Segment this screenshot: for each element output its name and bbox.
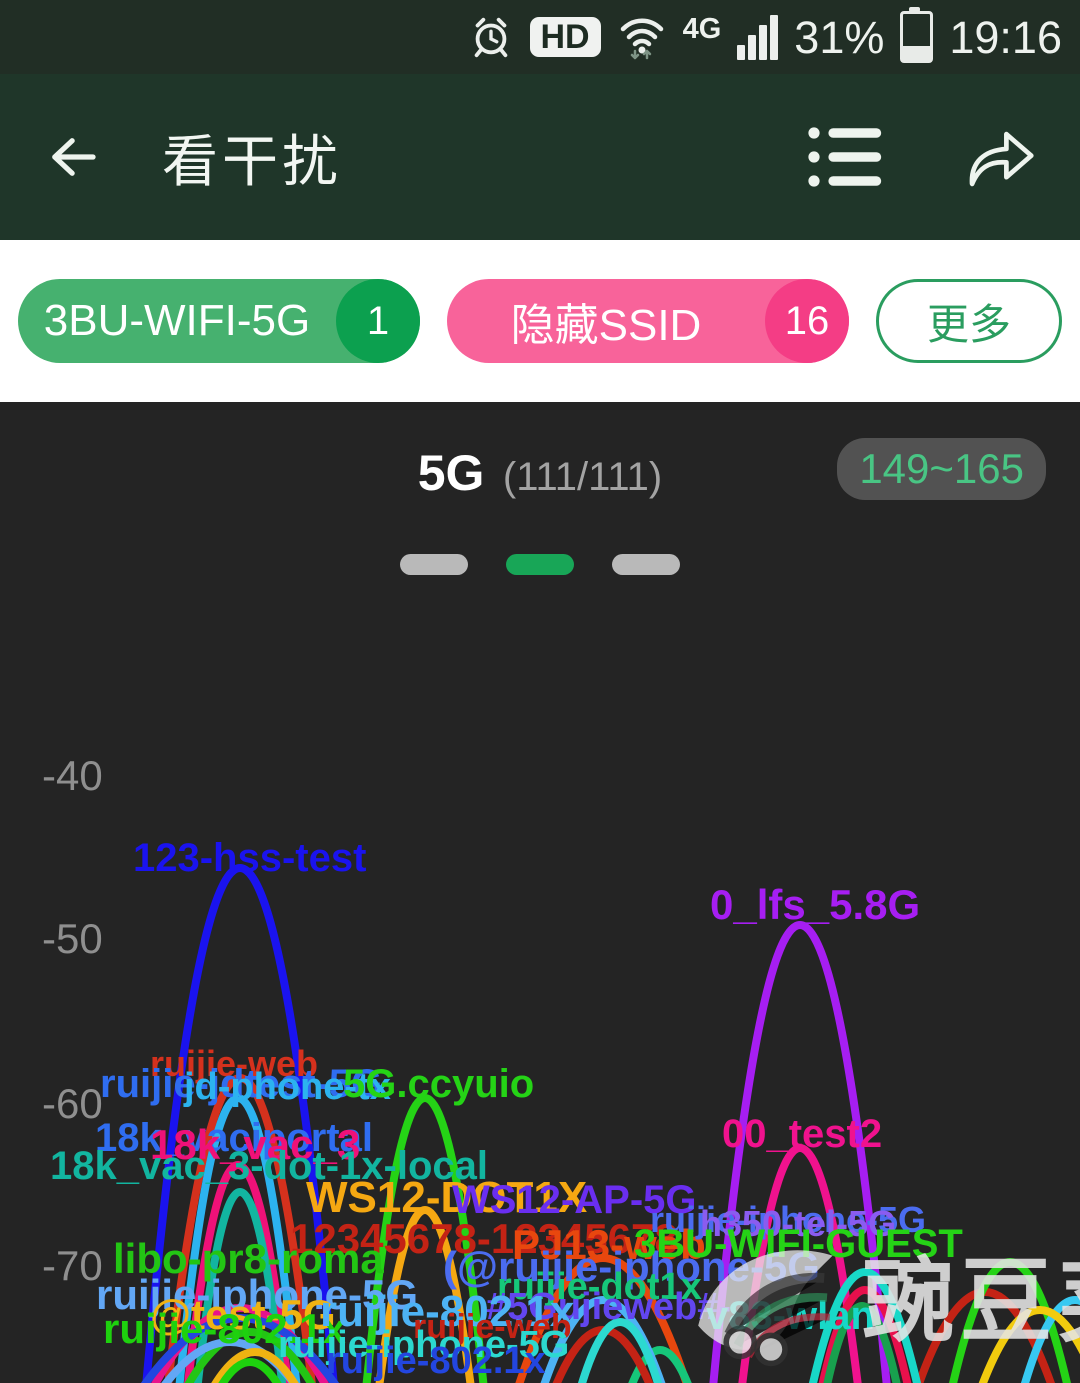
battery-icon (900, 7, 934, 63)
list-menu-button[interactable] (806, 121, 886, 193)
signal-curve (164, 1074, 316, 1383)
page-title: 看干扰 (162, 129, 342, 193)
hidden-ssid-filter-pill[interactable]: 隐藏SSID 16 (447, 279, 849, 363)
status-bar: HD 4G 31% 19:16 (0, 0, 1080, 74)
signal-curve (161, 1338, 299, 1383)
y-axis-tick: -60 (42, 1080, 103, 1127)
app-bar: 看干扰 (0, 74, 1080, 240)
page-dot-1[interactable] (400, 554, 468, 575)
chart-title: 5G (111/111) (0, 444, 1080, 502)
signal-curve (142, 864, 338, 1383)
signal-curve (193, 1188, 287, 1383)
signal-curve (949, 1258, 1071, 1383)
signal-curve (823, 1302, 901, 1383)
ssid-count-badge: 1 (336, 279, 420, 363)
signal-curve (818, 1286, 912, 1383)
signal-curve (709, 921, 891, 1383)
signal-curve (140, 1314, 340, 1383)
network-type-label: 4G (682, 12, 722, 45)
signal-curve (362, 1094, 488, 1383)
filter-row: 3BU-WIFI-5G 1 隐藏SSID 16 更多 (0, 240, 1080, 402)
signal-curve (218, 1358, 282, 1383)
y-axis-tick: -70 (42, 1242, 103, 1289)
signal-curve (515, 1254, 691, 1383)
signal-curve (375, 1206, 475, 1383)
more-button[interactable]: 更多 (876, 279, 1062, 363)
ssid-filter-label: 3BU-WIFI-5G (43, 296, 311, 345)
network-count-label: (111/111) (502, 455, 663, 499)
signal-curve (184, 1328, 316, 1383)
signal-curve (211, 1348, 299, 1383)
ssid-filter-pill[interactable]: 3BU-WIFI-5G 1 (18, 279, 420, 363)
signal-bars-icon (737, 14, 779, 60)
page-indicator (400, 554, 680, 575)
signal-curve (577, 1318, 663, 1383)
spectrum-svg (140, 864, 1080, 1383)
signal-curve (151, 1304, 329, 1383)
wifi-icon (620, 18, 663, 60)
y-axis-tick: -50 (42, 915, 103, 962)
signal-curve (738, 1144, 862, 1383)
band-label: 5G (417, 445, 485, 501)
battery-percent-label: 31% (794, 11, 885, 63)
signal-curve (628, 1346, 692, 1383)
back-button[interactable] (42, 128, 100, 186)
clock-label: 19:16 (949, 11, 1062, 63)
hidden-ssid-filter-label: 隐藏SSID (510, 301, 702, 350)
channel-range-badge: 149~165 (837, 438, 1046, 500)
share-button[interactable] (964, 123, 1038, 191)
hidden-ssid-count-badge: 16 (765, 279, 849, 363)
alarm-icon (474, 17, 507, 58)
signal-curve (175, 1094, 301, 1383)
signal-curve (184, 1161, 292, 1383)
more-button-label: 更多 (926, 300, 1011, 348)
page-dot-3[interactable] (612, 554, 680, 575)
page-dot-2-active[interactable] (506, 554, 574, 575)
y-axis-tick: -40 (42, 752, 103, 799)
signal-curve (1021, 1296, 1080, 1383)
hd-badge: HD (529, 17, 601, 57)
signal-curve (978, 1306, 1080, 1383)
spectrum-chart: 5G (111/111) 149~165 -40 -50 -60 -70 123-hs… (0, 402, 1080, 1383)
